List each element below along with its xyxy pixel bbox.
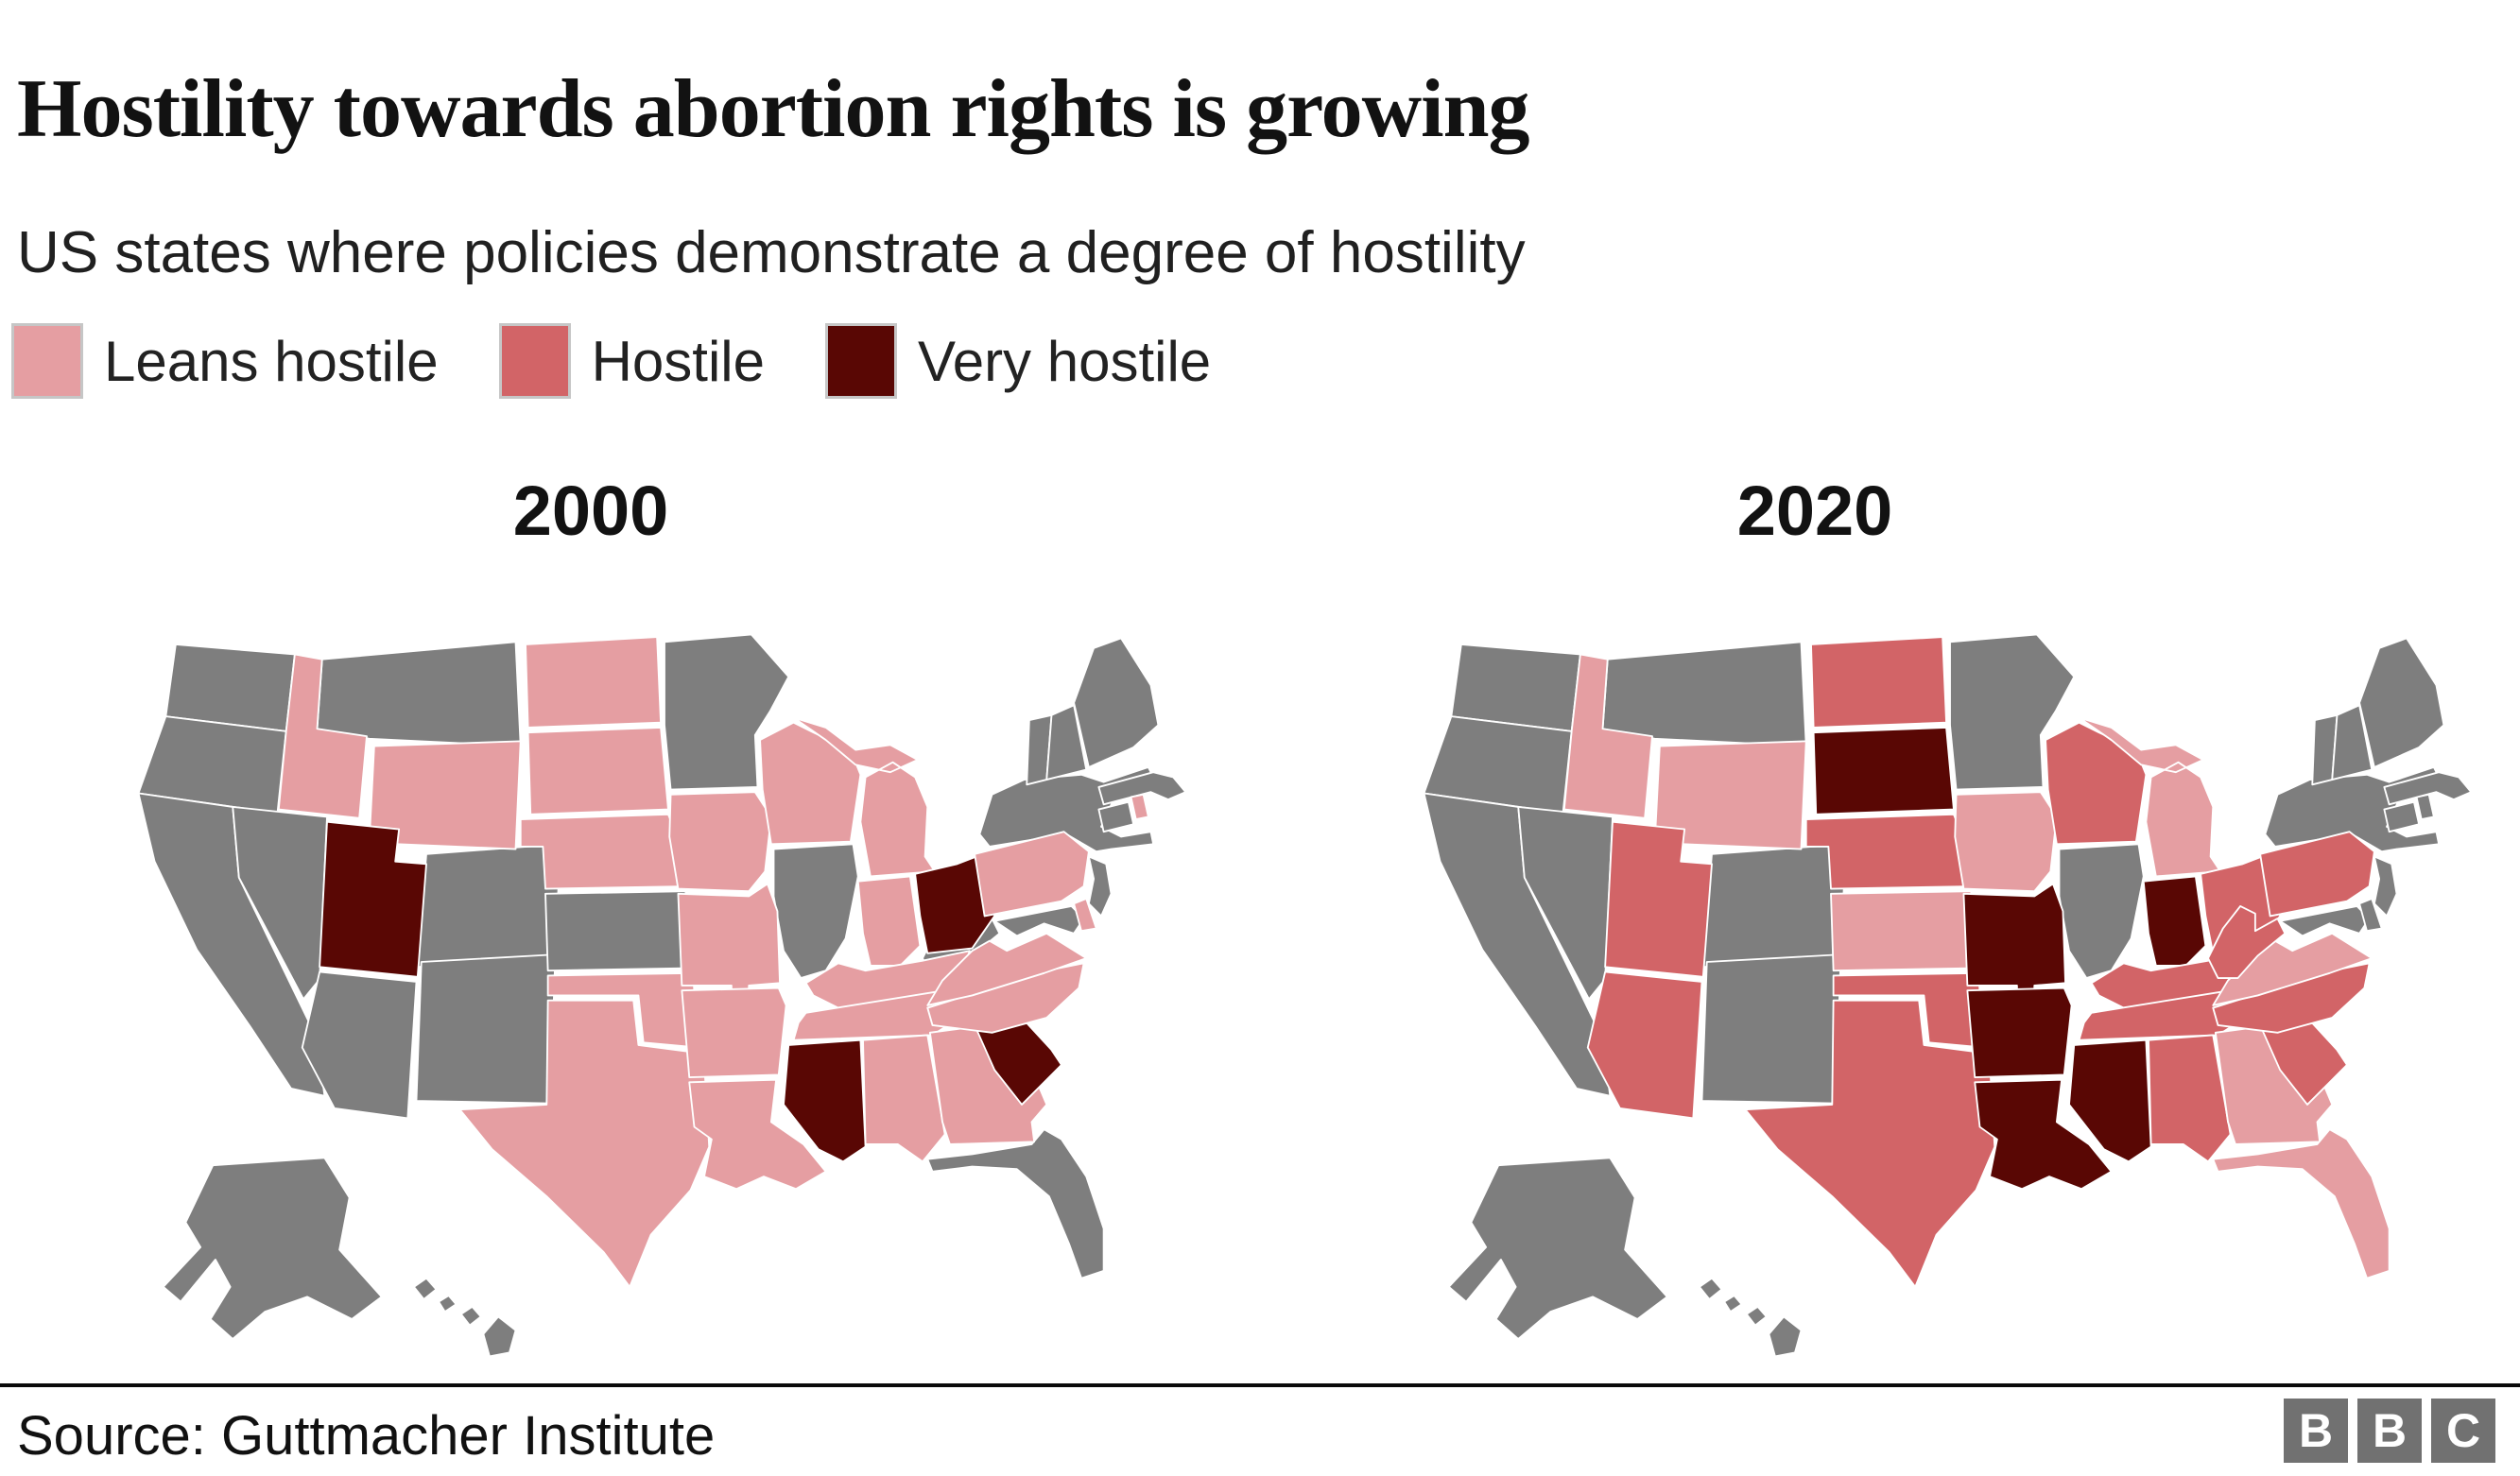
state-nj-2000: [1087, 855, 1113, 918]
us-choropleth-map-2000: [137, 633, 1187, 1358]
state-az-2020: [1586, 970, 1703, 1120]
state-ar-2020: [1966, 987, 2073, 1078]
state-sd-2000: [526, 727, 669, 815]
legend-item-very-hostile: Very hostile: [825, 323, 1211, 399]
leans-hostile-swatch: [11, 323, 83, 399]
state-nm-2020: [1700, 953, 1842, 1105]
state-de-2000: [1073, 898, 1097, 933]
state-nh-2000: [1045, 704, 1088, 781]
leans-hostile-label: Leans hostile: [104, 329, 439, 393]
state-il-2000: [772, 843, 859, 979]
state-mt-2000: [316, 641, 522, 747]
state-la-2000: [688, 1078, 827, 1191]
hostile-label: Hostile: [591, 329, 765, 393]
state-wy-2020: [1653, 740, 1807, 850]
state-mn-2000: [664, 633, 790, 791]
state-me-2020: [2358, 637, 2445, 768]
state-tx-2000: [458, 999, 711, 1288]
state-al-2000: [862, 1034, 946, 1163]
state-in-2000: [856, 875, 922, 967]
state-al-2020: [2148, 1034, 2232, 1163]
state-mi-2020: [2078, 716, 2222, 878]
state-me-2000: [1073, 637, 1160, 768]
state-nh-2020: [2331, 704, 2373, 781]
state-ma-2000: [1097, 771, 1187, 806]
state-nd-2000: [525, 636, 662, 729]
state-wi-2020: [2045, 721, 2148, 846]
state-id-2000: [277, 653, 368, 819]
state-az-2000: [301, 970, 418, 1120]
state-nv-2000: [232, 806, 328, 1001]
state-nj-2020: [2373, 855, 2398, 918]
state-ms-2020: [2068, 1038, 2152, 1163]
state-ut-2020: [1604, 820, 1713, 978]
state-ks-2000: [544, 890, 692, 972]
state-de-2020: [2358, 898, 2383, 933]
state-wv-2020: [2207, 905, 2287, 979]
state-pa-2020: [2259, 831, 2375, 918]
very-hostile-label: Very hostile: [918, 329, 1212, 393]
footer-divider: [0, 1383, 2520, 1387]
state-oh-2000: [914, 850, 996, 954]
state-ct-2020: [2383, 800, 2421, 833]
state-mo-2020: [1962, 883, 2066, 1004]
state-nd-2020: [1810, 636, 1947, 729]
state-ne-2020: [1804, 813, 1980, 890]
map-year-label-2020: 2020: [1736, 472, 1893, 550]
state-ri-2020: [2415, 793, 2435, 820]
state-ma-2020: [2383, 771, 2473, 806]
state-fl-2000: [926, 1128, 1105, 1279]
state-la-2020: [1974, 1078, 2113, 1191]
state-pa-2000: [974, 831, 1090, 918]
page-subtitle: US states where policies demonstrate a d…: [17, 220, 1526, 285]
state-ct-2000: [1097, 800, 1135, 833]
state-va-2000: [926, 932, 1088, 1006]
state-co-2000: [416, 843, 561, 969]
state-wi-2000: [759, 721, 862, 846]
state-sd-2020: [1812, 727, 1955, 815]
state-fl-2020: [2212, 1128, 2391, 1279]
state-id-2020: [1562, 653, 1653, 819]
state-tx-2020: [1744, 999, 1996, 1288]
state-mo-2000: [677, 883, 781, 1004]
state-md-2000: [993, 905, 1085, 937]
state-mt-2020: [1601, 641, 1807, 747]
state-hi-2000: [412, 1277, 517, 1358]
state-co-2020: [1701, 843, 1847, 969]
state-ak-2020: [1447, 1157, 1668, 1340]
bbc-logo-block-b1: B: [2284, 1399, 2348, 1463]
state-ia-2000: [668, 791, 772, 893]
page-title: Hostility towards abortion rights is gro…: [17, 62, 1530, 155]
state-ms-2000: [783, 1038, 867, 1163]
state-in-2020: [2142, 875, 2207, 967]
state-ar-2000: [681, 987, 787, 1078]
legend-item-leans-hostile: Leans hostile: [11, 323, 439, 399]
state-ri-2000: [1130, 793, 1149, 820]
very-hostile-swatch: [825, 323, 897, 399]
state-md-2020: [2279, 905, 2371, 937]
state-ne-2000: [519, 813, 695, 890]
state-ut-2000: [319, 820, 427, 978]
bbc-logo-block-b2: B: [2357, 1399, 2422, 1463]
state-nm-2000: [415, 953, 557, 1105]
state-ia-2020: [1954, 791, 2058, 893]
bbc-logo-block-c: C: [2431, 1399, 2495, 1463]
state-mi-2000: [792, 716, 937, 878]
state-mn-2020: [1949, 633, 2076, 791]
state-hi-2020: [1698, 1277, 1803, 1358]
map-year-label-2000: 2000: [512, 472, 669, 550]
legend-item-hostile: Hostile: [498, 323, 765, 399]
us-choropleth-map-2020: [1423, 633, 2473, 1358]
legend: Leans hostile Hostile Very hostile: [11, 323, 1211, 399]
hostile-swatch: [498, 323, 571, 399]
source-credit: Source: Guttmacher Institute: [17, 1405, 716, 1467]
state-il-2020: [2058, 843, 2145, 979]
bbc-logo: B B C: [2284, 1399, 2495, 1463]
state-ak-2000: [162, 1157, 383, 1340]
state-wy-2000: [368, 740, 522, 850]
state-ks-2020: [1830, 890, 1977, 972]
state-nv-2020: [1517, 806, 1614, 1001]
